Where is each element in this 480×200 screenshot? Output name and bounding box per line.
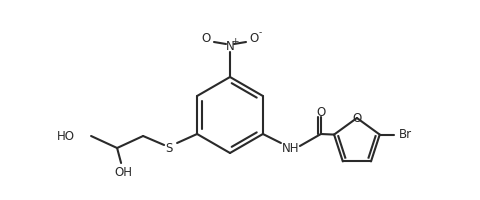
Text: -: -: [258, 28, 262, 38]
Text: O: O: [202, 32, 211, 46]
Text: HO: HO: [57, 130, 75, 142]
Text: O: O: [250, 32, 259, 46]
Text: NH: NH: [282, 142, 300, 154]
Text: Br: Br: [399, 128, 412, 141]
Text: OH: OH: [114, 166, 132, 178]
Text: O: O: [352, 112, 361, 124]
Text: S: S: [166, 142, 173, 154]
Text: O: O: [316, 106, 325, 118]
Text: N: N: [226, 40, 234, 53]
Text: +: +: [231, 38, 239, 46]
